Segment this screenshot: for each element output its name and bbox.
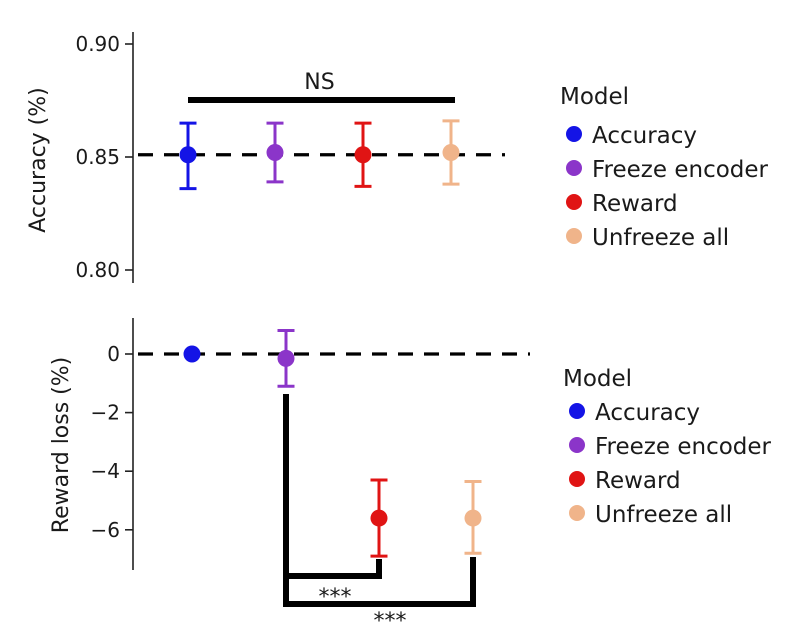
y-tick-label: −2 <box>91 401 120 425</box>
legend-title: Model <box>563 366 632 392</box>
significance-label: NS <box>304 70 334 95</box>
legend-label: Freeze encoder <box>595 434 772 460</box>
data-point <box>442 143 460 161</box>
legend-title: Model <box>560 84 629 110</box>
legend-marker <box>569 471 585 487</box>
y-tick-label: 0 <box>107 342 120 366</box>
legend-marker <box>566 228 582 244</box>
y-axis-label: Accuracy (%) <box>26 87 51 233</box>
significance-bracket <box>286 559 382 579</box>
legend-label: Reward <box>595 468 681 494</box>
legend-label: Reward <box>592 191 678 217</box>
data-point <box>266 143 284 161</box>
y-tick-label: −6 <box>91 518 120 542</box>
y-axis-label: Reward loss (%) <box>49 357 74 533</box>
legend-marker <box>566 126 582 142</box>
legend-marker <box>569 403 585 419</box>
significance-label: *** <box>319 585 352 610</box>
significance-label: *** <box>374 609 407 634</box>
y-tick-label: 0.85 <box>75 145 120 169</box>
legend-label: Accuracy <box>595 400 700 426</box>
legend-label: Unfreeze all <box>595 502 732 528</box>
data-point <box>370 509 388 527</box>
legend-marker <box>566 160 582 176</box>
legend-marker <box>569 437 585 453</box>
y-tick-label: 0.80 <box>75 258 120 282</box>
data-point <box>183 345 201 363</box>
data-point <box>277 349 295 367</box>
data-point <box>354 146 372 164</box>
data-point <box>464 509 482 527</box>
data-point <box>179 146 197 164</box>
significance-bracket <box>283 394 476 607</box>
legend-label: Accuracy <box>592 123 697 149</box>
legend-marker <box>569 505 585 521</box>
legend-label: Freeze encoder <box>592 157 769 183</box>
legend-label: Unfreeze all <box>592 225 729 251</box>
y-tick-label: 0.90 <box>75 32 120 56</box>
y-tick-label: −4 <box>91 459 120 483</box>
legend-marker <box>566 194 582 210</box>
